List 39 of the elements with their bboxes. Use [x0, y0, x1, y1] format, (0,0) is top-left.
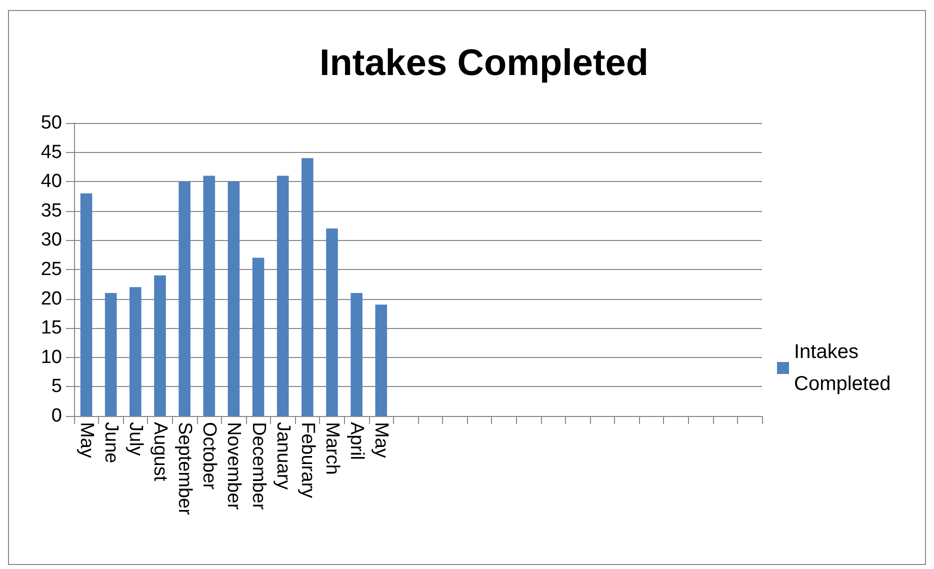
y-tick-label: 5 [51, 376, 62, 398]
bar [326, 228, 338, 416]
y-tick-label: 25 [40, 259, 62, 280]
bar [80, 193, 92, 416]
x-tick-label: May [76, 422, 97, 458]
bar [104, 292, 117, 416]
x-tick-label: June [100, 422, 122, 464]
bar [276, 176, 289, 416]
y-tick-label: 45 [40, 142, 62, 163]
y-tick-label: 35 [40, 200, 62, 222]
x-tick-label: March [322, 422, 342, 475]
chart-title: Intakes Completed [320, 42, 648, 83]
bar [350, 292, 362, 416]
x-tick-label: November [223, 422, 244, 510]
x-tick-label: December [248, 422, 269, 510]
y-tick-label: 30 [40, 230, 62, 251]
x-tick-label: April [346, 422, 368, 460]
bar [178, 182, 190, 416]
y-tick-label: 20 [40, 288, 62, 310]
x-tick-label: August [150, 422, 170, 482]
bar [130, 287, 142, 416]
x-tick-label: January [272, 422, 294, 490]
x-tick-label: Feburary [296, 422, 318, 499]
bar [228, 182, 240, 416]
bar [203, 176, 216, 416]
x-tick-label: May [370, 422, 392, 458]
x-tick-label: September [174, 422, 196, 516]
y-tick-label: 50 [40, 112, 62, 134]
x-tick-label: October [198, 422, 220, 490]
bar [302, 158, 314, 416]
bar [375, 304, 388, 416]
y-tick-label: 40 [40, 171, 62, 192]
y-tick-label: 0 [51, 406, 62, 426]
bar [154, 275, 166, 416]
y-tick-label: 15 [40, 318, 62, 339]
x-tick-label: July [124, 422, 146, 456]
legend-label: Intakes Completed [794, 341, 891, 395]
y-tick-label: 10 [40, 346, 62, 368]
bar [252, 258, 264, 416]
